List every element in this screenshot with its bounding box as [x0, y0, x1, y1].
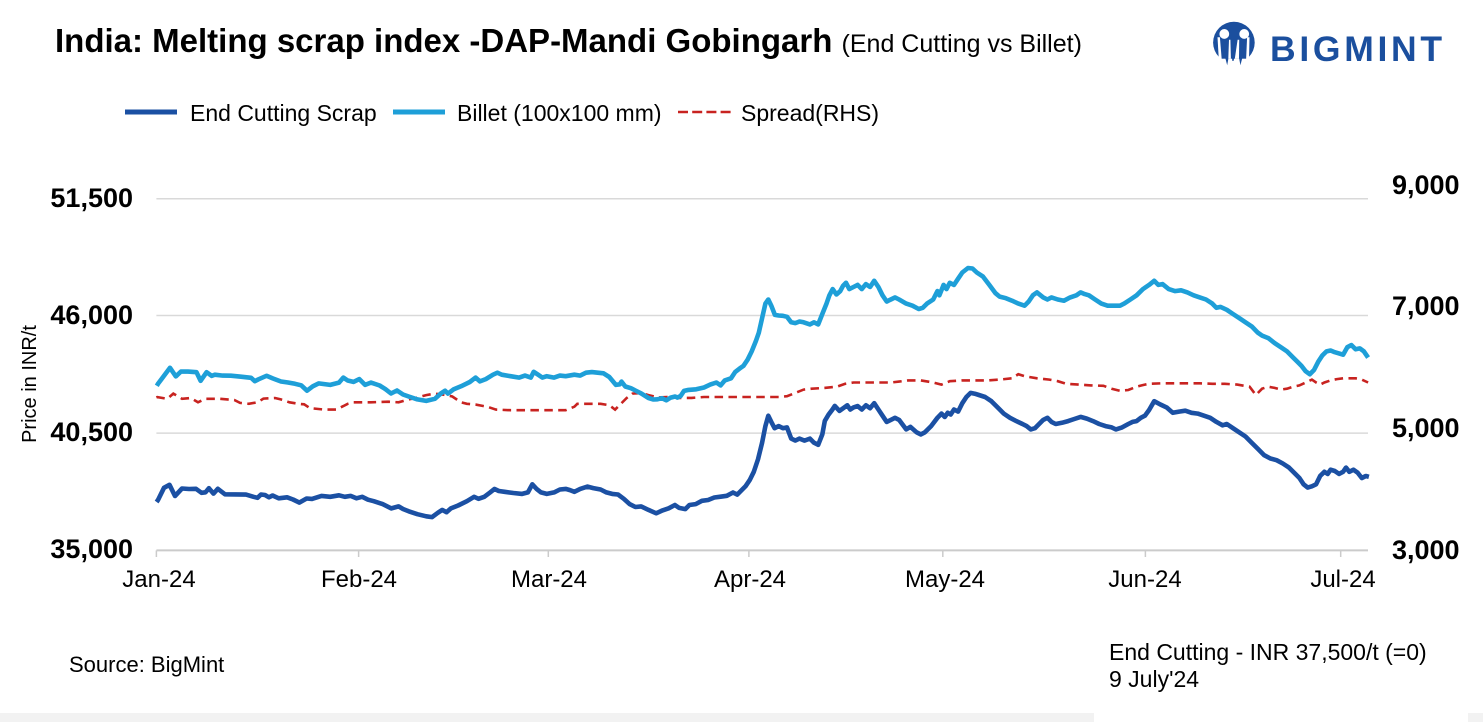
svg-text:BIGMINT: BIGMINT [1270, 29, 1446, 69]
svg-text:Price in INR/t: Price in INR/t [19, 325, 41, 443]
